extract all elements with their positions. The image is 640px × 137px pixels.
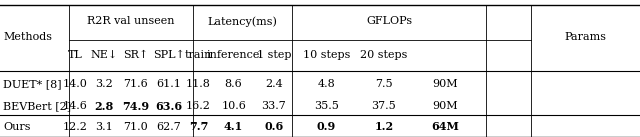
- Text: SPL↑: SPL↑: [153, 50, 185, 60]
- Text: 2.4: 2.4: [265, 79, 283, 89]
- Text: 14.0: 14.0: [63, 79, 88, 89]
- Text: BEVBert [2]: BEVBert [2]: [3, 101, 71, 111]
- Text: SR↑: SR↑: [123, 50, 148, 60]
- Text: 62.7: 62.7: [157, 122, 181, 132]
- Text: 4.1: 4.1: [224, 121, 243, 132]
- Text: Methods: Methods: [3, 32, 52, 42]
- Text: TL: TL: [68, 50, 83, 60]
- Text: 0.6: 0.6: [264, 121, 284, 132]
- Text: 1.2: 1.2: [374, 121, 394, 132]
- Text: 74.9: 74.9: [122, 101, 149, 112]
- Text: 12.2: 12.2: [63, 122, 88, 132]
- Text: 2.8: 2.8: [95, 101, 114, 112]
- Text: 71.6: 71.6: [124, 79, 148, 89]
- Text: 4.8: 4.8: [317, 79, 335, 89]
- Text: 7.7: 7.7: [189, 121, 208, 132]
- Text: 10 steps: 10 steps: [303, 50, 350, 60]
- Text: DUET* [8]: DUET* [8]: [3, 79, 62, 89]
- Text: 63.6: 63.6: [156, 101, 182, 112]
- Text: 90M: 90M: [432, 101, 458, 111]
- Text: 37.5: 37.5: [372, 101, 396, 111]
- Text: R2R val unseen: R2R val unseen: [88, 16, 175, 26]
- Text: inference: inference: [207, 50, 260, 60]
- Text: Latency(ms): Latency(ms): [207, 16, 278, 27]
- Text: 35.5: 35.5: [314, 101, 339, 111]
- Text: 16.2: 16.2: [186, 101, 211, 111]
- Text: 8.6: 8.6: [225, 79, 243, 89]
- Text: 3.1: 3.1: [95, 122, 113, 132]
- Text: 10.6: 10.6: [221, 101, 246, 111]
- Text: Params: Params: [564, 32, 607, 42]
- Text: GFLOPs: GFLOPs: [366, 16, 412, 26]
- Text: Ours: Ours: [3, 122, 31, 132]
- Text: 1 step: 1 step: [257, 50, 291, 60]
- Text: 20 steps: 20 steps: [360, 50, 408, 60]
- Text: train: train: [185, 50, 212, 60]
- Text: 71.0: 71.0: [124, 122, 148, 132]
- Text: NE↓: NE↓: [91, 50, 118, 60]
- Text: 90M: 90M: [432, 79, 458, 89]
- Text: 0.9: 0.9: [317, 121, 336, 132]
- Text: 3.2: 3.2: [95, 79, 113, 89]
- Text: 33.7: 33.7: [262, 101, 286, 111]
- Text: 64M: 64M: [431, 121, 459, 132]
- Text: 14.6: 14.6: [63, 101, 88, 111]
- Text: 7.5: 7.5: [375, 79, 393, 89]
- Text: 11.8: 11.8: [186, 79, 211, 89]
- Text: 61.1: 61.1: [157, 79, 181, 89]
